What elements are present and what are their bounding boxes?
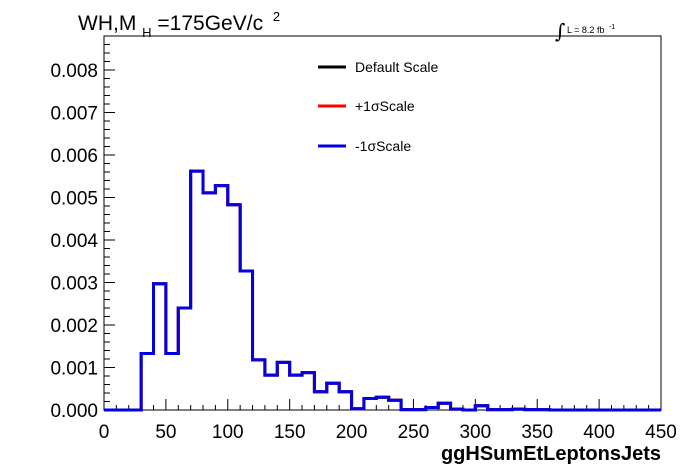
y-tick-label: 0.001 xyxy=(50,359,98,380)
chart-title-superscript: 2 xyxy=(273,9,280,24)
luminosity-label: L = 8.2 fb -1 xyxy=(567,24,615,35)
y-tick-label: 0.005 xyxy=(50,189,98,210)
y-tick-label: 0.003 xyxy=(50,274,98,295)
chart-title-subscript: H xyxy=(142,25,151,40)
legend: Default Scale +1σScale -1σScale xyxy=(318,59,438,154)
legend-label-2: -1σScale xyxy=(355,138,411,154)
y-tick-label: 0.002 xyxy=(50,316,98,337)
luminosity-integral-symbol: ∫ xyxy=(555,19,565,43)
x-tick-label: 300 xyxy=(459,422,491,443)
x-tick-label: 150 xyxy=(274,422,306,443)
axes-group: 0 50 100 150 200 250 300 350 400 450 0.000 0.001 0.0… xyxy=(50,35,677,443)
x-tick-label: 400 xyxy=(583,422,615,443)
x-tick-label: 250 xyxy=(398,422,430,443)
series-line-2 xyxy=(104,169,661,412)
y-tick-label: 0.008 xyxy=(50,61,98,82)
x-axis-label: ggHSumEtLeptonsJets xyxy=(441,443,661,465)
luminosity-text: L = 8.2 fb xyxy=(567,25,604,35)
x-tick-label: 50 xyxy=(155,422,176,443)
chart-title-prefix: WH,M xyxy=(78,12,136,35)
x-tick-label: 350 xyxy=(521,422,553,443)
y-tick-label: 0.004 xyxy=(50,231,98,252)
chart-title: WH,M H =175GeV/c 2 xyxy=(78,9,280,42)
x-tick-label: 100 xyxy=(212,422,244,443)
luminosity-superscript: -1 xyxy=(609,24,615,31)
y-tick-label: 0.007 xyxy=(50,104,98,125)
legend-label-1: +1σScale xyxy=(355,98,415,114)
y-tick-label: 0.006 xyxy=(50,146,98,167)
legend-label-0: Default Scale xyxy=(355,59,438,75)
x-tick-label: 450 xyxy=(645,422,677,443)
x-tick-label: 0 xyxy=(99,422,110,443)
y-tick-label: 0.000 xyxy=(50,401,98,422)
x-tick-label: 200 xyxy=(336,422,368,443)
series-group xyxy=(104,169,661,412)
chart-title-middle: =175GeV/c xyxy=(157,12,263,35)
